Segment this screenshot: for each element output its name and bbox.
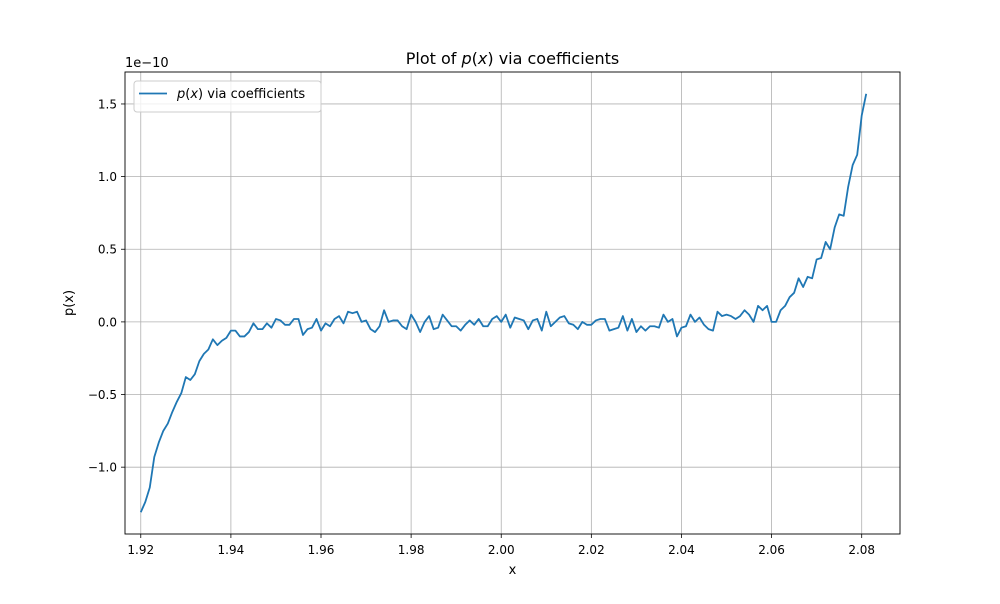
legend-label-part: x xyxy=(189,87,198,102)
chart-title-part: ) via coefficients xyxy=(487,49,619,68)
chart-title-part: p xyxy=(461,49,472,68)
y-tick-label: 1.0 xyxy=(98,170,117,184)
legend-label: p(x) via coefficients xyxy=(176,87,305,102)
legend-label-part: ( xyxy=(185,87,190,102)
chart-title-part: x xyxy=(477,49,488,68)
axes-frame xyxy=(124,71,901,535)
x-tick-label: 2.00 xyxy=(488,543,515,557)
y-axis-label: p(x) xyxy=(62,290,77,316)
chart-title: Plot of p(x) via coefficients xyxy=(406,49,620,68)
y-tick-label: 0.0 xyxy=(98,315,117,329)
y-tick-label: 1.5 xyxy=(98,97,117,111)
legend-label-part: p xyxy=(176,87,185,102)
x-tick-label: 2.02 xyxy=(578,543,605,557)
x-tick-label: 1.92 xyxy=(127,543,154,557)
legend: p(x) via coefficients xyxy=(133,80,322,113)
ticks: 1.92 1.94 1.96 1.98 2.00 2.02 2.04 2.06 2.08 −1.0… xyxy=(88,97,875,557)
y-axis-offset-label: 1e−10 xyxy=(125,56,169,71)
x-tick-label: 1.98 xyxy=(398,543,425,557)
x-tick-label: 2.08 xyxy=(848,543,875,557)
series-line xyxy=(139,93,868,513)
chart-title-part: ( xyxy=(472,49,478,68)
x-tick-label: 1.96 xyxy=(308,543,335,557)
y-tick-label: 0.5 xyxy=(98,243,117,257)
legend-box xyxy=(133,80,322,113)
grid xyxy=(125,72,900,534)
x-axis-label: x xyxy=(509,563,517,578)
chart-title-part: Plot of xyxy=(406,49,462,68)
y-tick-label: −1.0 xyxy=(88,461,117,475)
legend-label-part: ) via coefficients xyxy=(198,87,305,102)
x-tick-label: 1.94 xyxy=(218,543,245,557)
y-tick-label: −0.5 xyxy=(88,388,117,402)
plot-lines xyxy=(139,93,868,513)
x-tick-label: 2.04 xyxy=(668,543,695,557)
x-tick-label: 2.06 xyxy=(758,543,785,557)
